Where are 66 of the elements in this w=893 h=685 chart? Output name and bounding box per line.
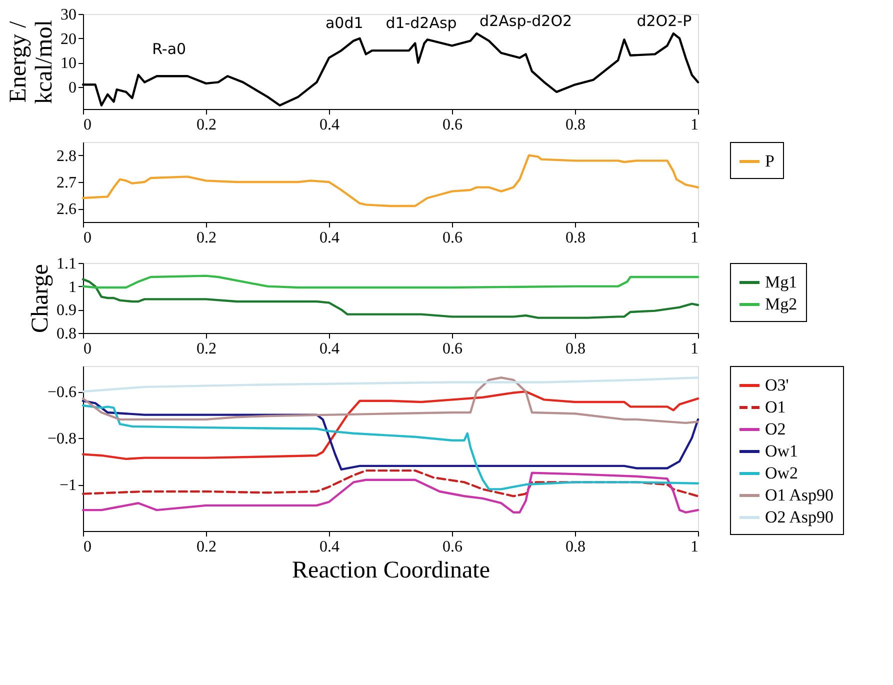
x-tick-label: 1 [690,538,698,556]
line-series [82,469,700,498]
x-tick-label: 0.2 [196,230,216,246]
y-axis-title: Energy / kcal/mol [6,20,58,104]
legend-label: P [765,152,774,170]
line-series [82,274,700,289]
y-tick-label: 0.8 [56,326,76,342]
y-tick-label: 1 [68,278,76,296]
x-tick-label: 0.2 [196,116,216,134]
y-tick-label: 1.1 [56,256,76,272]
x-tick-label: 0.6 [442,340,462,358]
legend-label: Mg1 [765,272,798,292]
legend-label: O1 Asp90 [765,486,834,504]
legend-label: Mg2 [765,294,798,314]
y-tick-label: 2.8 [56,148,76,165]
y-tick-label: 2.6 [56,201,76,218]
x-tick-label: 0 [84,230,92,246]
x-tick-label: 0.6 [442,230,462,246]
line-series [82,154,700,208]
x-tick-label: 0 [84,340,92,358]
x-tick-label: 0.6 [442,538,462,556]
x-tick-label: 1 [690,116,698,134]
x-tick-label: 0.2 [196,538,216,556]
line-series [82,376,700,424]
x-tick-label: 0.8 [566,340,586,358]
x-tick-label: 1 [690,340,698,358]
line-series [82,278,700,319]
annotation: R-a0 [152,40,186,58]
legend-label: O2 Asp90 [765,508,834,526]
x-tick-label: 0.4 [320,340,340,358]
y-tick-label: 20 [60,30,76,48]
legend-label: O1 [765,398,786,416]
x-tick-label: 0 [84,538,92,556]
annotation: d1-d2Asp [386,14,457,32]
x-tick-label: 0 [84,116,92,134]
y-tick-label: −0.6 [47,384,76,402]
y-tick-label: −0.8 [47,430,76,448]
legend-label: O2 [765,420,786,438]
x-tick-label: 0.4 [320,116,340,134]
legend-label: Ow1 [765,442,798,460]
line-series [82,404,700,490]
x-tick-label: 0.2 [196,340,216,358]
annotation: a0d1 [325,14,364,32]
x-axis-title: Reaction Coordinate [292,558,490,584]
y-axis-title: Charge [28,264,54,333]
x-tick-label: 0.4 [320,230,340,246]
y-tick-label: −1 [59,477,76,494]
y-tick-label: 10 [60,55,76,72]
x-tick-label: 0.8 [566,230,586,246]
annotation: d2O2-P [636,12,692,30]
line-series [82,472,700,514]
x-tick-label: 0.8 [566,116,586,134]
line-series [82,400,700,471]
line-series [82,390,700,460]
y-tick-label: 0 [68,80,76,97]
legend-label: O3' [765,376,789,394]
annotation: d2Asp-d2O2 [480,12,572,30]
legend-label: Ow2 [765,464,798,482]
y-tick-label: 0.9 [56,302,76,320]
x-tick-label: 0.6 [442,116,462,134]
x-tick-label: 0.8 [566,538,586,556]
y-tick-label: 2.7 [56,174,76,192]
y-tick-label: 30 [60,6,76,24]
x-tick-label: 0.4 [320,538,340,556]
x-tick-label: 1 [690,230,698,246]
line-series [82,376,700,393]
